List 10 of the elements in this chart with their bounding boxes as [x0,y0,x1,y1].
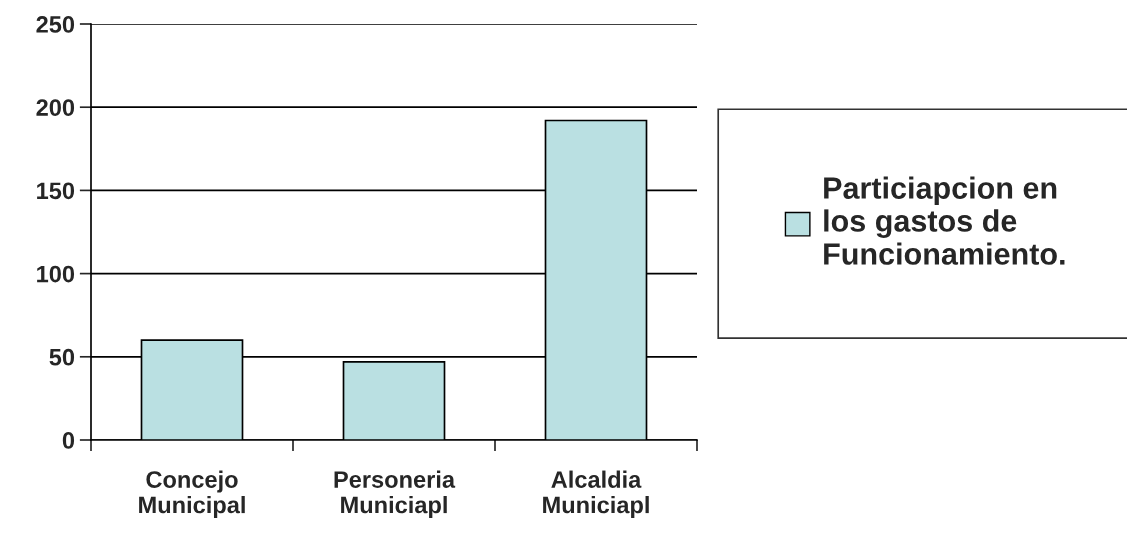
y-tick-label: 0 [62,432,75,449]
y-tick-label: 150 [37,182,75,200]
y-tick-label: 100 [37,265,75,283]
y-tick-label: 50 [49,348,75,366]
x-tick-label: Alcaldia Municiapl [543,470,649,518]
legend-label: Particiapcion en los gastos de Funcionamiento. [824,176,1065,265]
x-tick-label: Concejo Municipal [139,470,245,518]
x-tick-label: Personeria Municiapl [334,470,456,518]
y-tick-label: 200 [36,99,75,116]
y-tick-label: 250 [36,16,75,33]
